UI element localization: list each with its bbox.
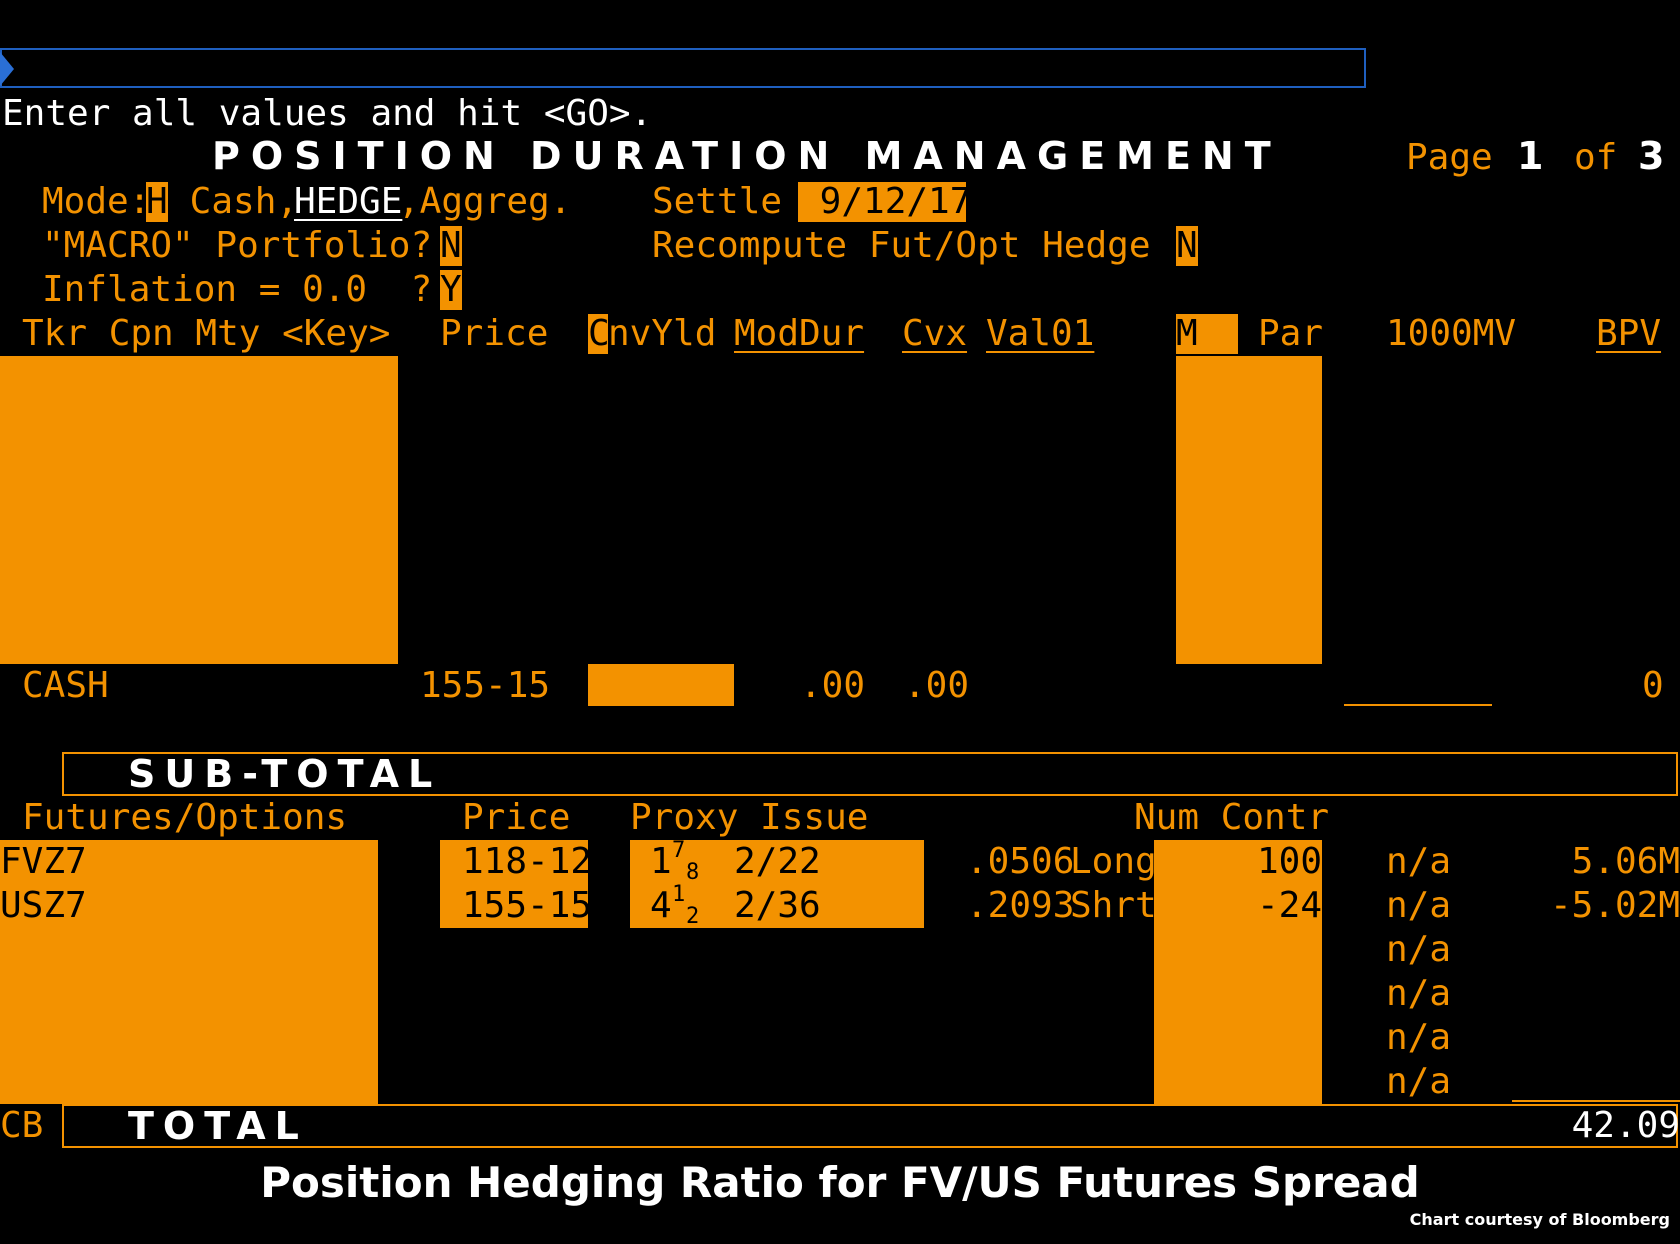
command-prompt-arrow-icon bbox=[0, 52, 14, 86]
figure-caption: Position Hedging Ratio for FV/US Futures… bbox=[260, 1158, 1420, 1207]
future-price[interactable]: 155-15 bbox=[462, 885, 593, 926]
cash-cvx: .00 bbox=[904, 665, 970, 706]
mode-label: Mode: bbox=[42, 181, 151, 222]
cash-bpv: 0 bbox=[1642, 665, 1664, 706]
col-header-1000mv: 1000MV bbox=[1386, 313, 1517, 354]
subtotal-label: SUB-TOTAL bbox=[128, 752, 442, 796]
command-line-input[interactable] bbox=[0, 48, 1366, 88]
recompute-hedge-value[interactable]: N bbox=[1176, 225, 1198, 266]
cnvyld-sort-marker[interactable] bbox=[588, 314, 608, 354]
col-header-cnvyld-key[interactable]: C bbox=[588, 313, 610, 354]
credit-line: Chart courtesy of Bloomberg bbox=[1409, 1210, 1670, 1229]
macro-portfolio-field[interactable] bbox=[440, 226, 462, 266]
col-header-m[interactable]: M bbox=[1176, 313, 1198, 354]
recompute-hedge-label: Recompute Fut/Opt Hedge bbox=[652, 225, 1151, 266]
col-header-price: Price bbox=[440, 313, 549, 354]
futures-header-label: Futures/Options bbox=[22, 797, 348, 838]
mode-option-cash: Cash, bbox=[168, 181, 299, 222]
cash-price: 155-15 bbox=[420, 665, 551, 706]
proxy-coupon-denominator: 8 bbox=[686, 860, 700, 885]
col-header-val01[interactable]: Val01 bbox=[986, 313, 1095, 354]
page-total: 3 bbox=[1638, 134, 1665, 178]
future-price[interactable]: 118-12 bbox=[462, 841, 593, 882]
future-mv: n/a bbox=[1386, 841, 1452, 882]
empty-row-mv: n/a bbox=[1386, 1017, 1452, 1058]
macro-portfolio-label: "MACRO" Portfolio? bbox=[42, 225, 433, 266]
total-label: TOTAL bbox=[128, 1104, 308, 1148]
future-ticker[interactable]: FVZ7 bbox=[0, 841, 87, 882]
macro-portfolio-value[interactable]: N bbox=[440, 225, 462, 266]
futures-ticker-input-area[interactable] bbox=[0, 840, 378, 1104]
page-of: of bbox=[1574, 137, 1618, 178]
settle-date-value[interactable]: 9/12/17 bbox=[798, 181, 972, 222]
total-box bbox=[62, 1104, 1678, 1148]
future-mv: n/a bbox=[1386, 885, 1452, 926]
hedge-ratio: .0506 bbox=[966, 841, 1075, 882]
empty-row-mv: n/a bbox=[1386, 1061, 1452, 1102]
col-header-cvx[interactable]: Cvx bbox=[902, 313, 968, 354]
position-side: Shrt bbox=[1070, 885, 1157, 926]
mode-value[interactable]: H bbox=[146, 181, 168, 222]
cash-mv-underline bbox=[1344, 704, 1492, 706]
subtotal-box bbox=[62, 752, 1678, 796]
hedge-ratio: .2093 bbox=[966, 885, 1075, 926]
total-prefix: CB bbox=[0, 1105, 44, 1146]
num-contracts-input-area[interactable] bbox=[1154, 840, 1322, 1104]
m-header-field[interactable] bbox=[1176, 314, 1238, 354]
cash-label: CASH bbox=[22, 665, 109, 706]
col-header-bpv[interactable]: BPV bbox=[1596, 313, 1662, 354]
num-contracts[interactable]: -24 bbox=[1256, 885, 1322, 926]
empty-row-mv: n/a bbox=[1386, 929, 1452, 970]
prompt-text: Enter all values and hit <GO>. bbox=[2, 93, 653, 134]
page-number: 1 bbox=[1517, 134, 1544, 178]
settle-label: Settle bbox=[652, 181, 783, 222]
futures-header-price: Price bbox=[462, 797, 571, 838]
page-word: Page bbox=[1406, 137, 1493, 178]
future-bpv: 5.06M bbox=[1571, 841, 1680, 882]
inflation-label: Inflation = 0.0 ? bbox=[42, 269, 433, 310]
col-header-moddur[interactable]: ModDur bbox=[734, 313, 865, 354]
futures-header-proxy: Proxy Issue bbox=[630, 797, 869, 838]
total-rule bbox=[1512, 1100, 1680, 1102]
settle-date-field[interactable] bbox=[798, 182, 966, 222]
inflation-value[interactable]: Y bbox=[440, 269, 462, 310]
proxy-coupon-numerator: 7 bbox=[672, 838, 686, 863]
col-header-tkr: Tkr Cpn Mty <Key> bbox=[22, 313, 391, 354]
mode-option-hedge: HEDGE bbox=[294, 181, 403, 222]
empty-row-mv: n/a bbox=[1386, 973, 1452, 1014]
par-input-area[interactable] bbox=[1176, 356, 1322, 664]
proxy-coupon-whole: 4 bbox=[650, 885, 672, 926]
proxy-coupon-denominator: 2 bbox=[686, 904, 700, 929]
futures-header-num-contr: Num Contr bbox=[1134, 797, 1330, 838]
proxy-maturity: 2/36 bbox=[734, 885, 821, 926]
future-ticker[interactable]: USZ7 bbox=[0, 885, 87, 926]
col-header-par: Par bbox=[1258, 313, 1324, 354]
cash-cnvyld-field[interactable] bbox=[588, 664, 734, 706]
proxy-coupon-numerator: 1 bbox=[672, 882, 686, 907]
col-header-cnvyld: nvYld bbox=[608, 313, 717, 354]
position-side: Long bbox=[1070, 841, 1157, 882]
total-value: 42.09 bbox=[1571, 1105, 1680, 1146]
mode-field[interactable] bbox=[146, 182, 168, 222]
recompute-hedge-field[interactable] bbox=[1176, 226, 1198, 266]
page-title: POSITION DURATION MANAGEMENT bbox=[212, 134, 1282, 178]
future-bpv: -5.02M bbox=[1549, 885, 1680, 926]
ticker-input-area[interactable] bbox=[0, 356, 398, 664]
cash-moddur: .00 bbox=[800, 665, 866, 706]
futures-price-field[interactable] bbox=[440, 840, 588, 928]
inflation-field[interactable] bbox=[440, 270, 462, 310]
proxy-issue-field[interactable] bbox=[630, 840, 924, 928]
proxy-coupon-whole: 1 bbox=[650, 841, 672, 882]
proxy-maturity: 2/22 bbox=[734, 841, 821, 882]
mode-option-aggreg: ,Aggreg. bbox=[398, 181, 572, 222]
num-contracts[interactable]: 100 bbox=[1256, 841, 1322, 882]
